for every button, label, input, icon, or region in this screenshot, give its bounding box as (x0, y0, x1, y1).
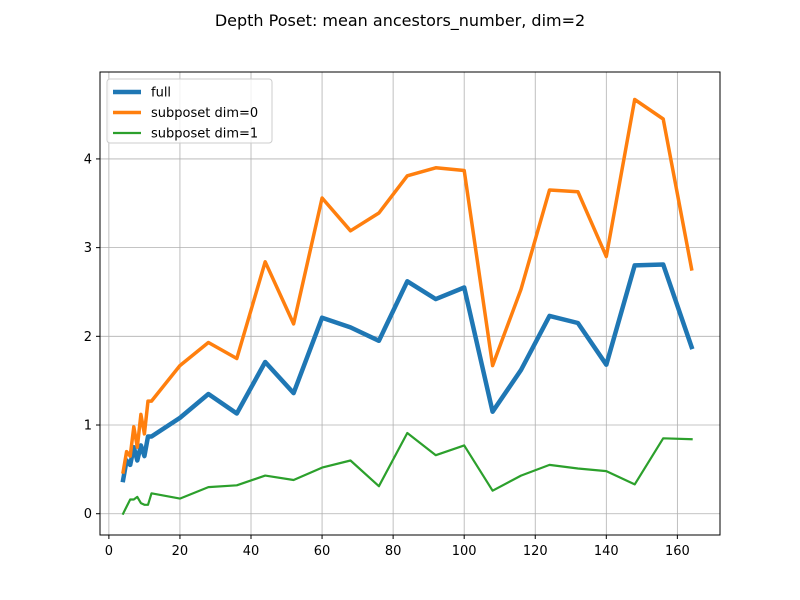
y-tick-label: 2 (84, 330, 92, 345)
series-line-subposet-dim-1 (121, 431, 693, 516)
y-tick-label: 3 (84, 241, 92, 256)
y-tick-label: 1 (84, 419, 92, 434)
x-tick-label: 20 (172, 544, 189, 559)
legend-box (106, 78, 273, 144)
legend: full subposet dim=0 subposet dim=1 (106, 78, 273, 144)
y-tick-label: 0 (84, 507, 92, 522)
legend-label: full (151, 86, 171, 101)
plot-area-frame (99, 71, 721, 536)
x-tick-label: 140 (594, 544, 619, 559)
x-tick-label: 0 (105, 544, 113, 559)
legend-label: subposet dim=1 (151, 127, 258, 142)
x-tick-label: 60 (314, 544, 331, 559)
x-tick-label: 160 (665, 544, 690, 559)
x-tick-label: 40 (243, 544, 260, 559)
series-line-subposet-dim-0 (121, 97, 694, 475)
axis-ticks: 0 20 40 60 80 100 120 140 160 0 1 2 3 4 (84, 152, 690, 559)
x-tick-label: 80 (385, 544, 402, 559)
grid-lines (100, 72, 720, 535)
x-tick-label: 100 (452, 544, 477, 559)
data-series (120, 97, 695, 516)
legend-label: subposet dim=0 (151, 106, 258, 121)
series-line-full (120, 262, 695, 483)
y-tick-label: 4 (84, 152, 92, 167)
x-tick-label: 120 (523, 544, 548, 559)
chart-title: Depth Poset: mean ancestors_number, dim=… (215, 11, 585, 31)
